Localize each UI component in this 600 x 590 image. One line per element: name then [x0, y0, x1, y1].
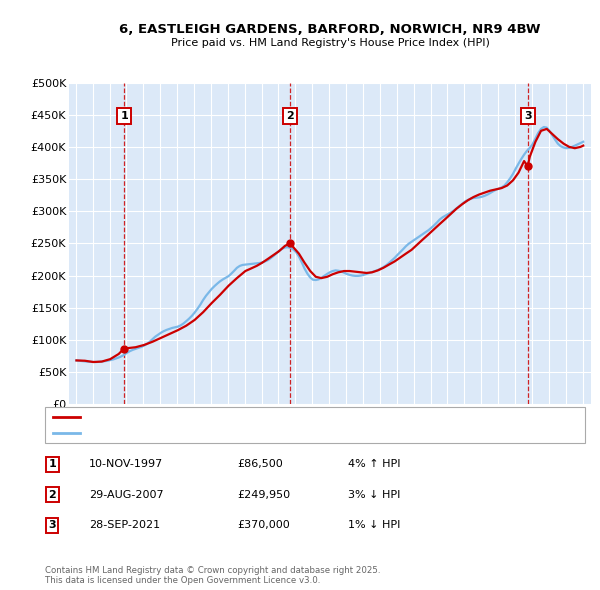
- Text: 3: 3: [49, 520, 56, 530]
- Text: 28-SEP-2021: 28-SEP-2021: [89, 520, 160, 530]
- Text: £249,950: £249,950: [237, 490, 290, 500]
- Text: 1: 1: [49, 459, 56, 469]
- Text: Contains HM Land Registry data © Crown copyright and database right 2025.
This d: Contains HM Land Registry data © Crown c…: [45, 566, 380, 585]
- Text: 1% ↓ HPI: 1% ↓ HPI: [348, 520, 400, 530]
- Text: HPI: Average price, detached house, South Norfolk: HPI: Average price, detached house, Sout…: [84, 428, 336, 438]
- Text: 10-NOV-1997: 10-NOV-1997: [89, 459, 163, 469]
- Text: Price paid vs. HM Land Registry's House Price Index (HPI): Price paid vs. HM Land Registry's House …: [170, 38, 490, 48]
- Text: £86,500: £86,500: [237, 459, 283, 469]
- Text: 6, EASTLEIGH GARDENS, BARFORD, NORWICH, NR9 4BW: 6, EASTLEIGH GARDENS, BARFORD, NORWICH, …: [119, 23, 541, 36]
- Text: 4% ↑ HPI: 4% ↑ HPI: [348, 459, 401, 469]
- Text: £370,000: £370,000: [237, 520, 290, 530]
- Text: 29-AUG-2007: 29-AUG-2007: [89, 490, 163, 500]
- Text: 1: 1: [120, 112, 128, 122]
- Text: 2: 2: [49, 490, 56, 500]
- Text: 3% ↓ HPI: 3% ↓ HPI: [348, 490, 400, 500]
- Text: 3: 3: [524, 112, 532, 122]
- Text: 2: 2: [286, 112, 293, 122]
- Text: 6, EASTLEIGH GARDENS, BARFORD, NORWICH, NR9 4BW (detached house): 6, EASTLEIGH GARDENS, BARFORD, NORWICH, …: [84, 412, 458, 422]
